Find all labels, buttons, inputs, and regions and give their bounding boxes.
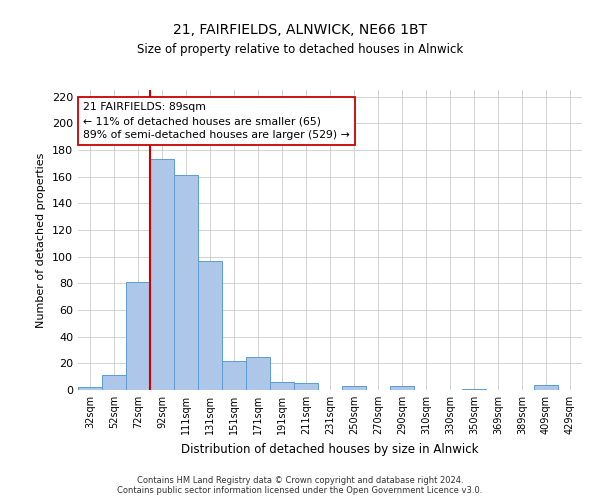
Bar [102,376,126,390]
X-axis label: Distribution of detached houses by size in Alnwick: Distribution of detached houses by size … [181,442,479,456]
Bar [222,360,246,390]
Bar [534,384,558,390]
Bar [246,356,270,390]
Bar [150,160,174,390]
Bar [390,386,414,390]
Text: 21 FAIRFIELDS: 89sqm
← 11% of detached houses are smaller (65)
89% of semi-detac: 21 FAIRFIELDS: 89sqm ← 11% of detached h… [83,102,350,140]
Text: 21, FAIRFIELDS, ALNWICK, NE66 1BT: 21, FAIRFIELDS, ALNWICK, NE66 1BT [173,22,427,36]
Bar [174,176,198,390]
Text: Size of property relative to detached houses in Alnwick: Size of property relative to detached ho… [137,42,463,56]
Bar [270,382,294,390]
Text: Contains public sector information licensed under the Open Government Licence v3: Contains public sector information licen… [118,486,482,495]
Bar [462,388,486,390]
Bar [126,282,150,390]
Y-axis label: Number of detached properties: Number of detached properties [37,152,46,328]
Bar [294,384,318,390]
Bar [342,386,366,390]
Bar [78,388,102,390]
Text: Contains HM Land Registry data © Crown copyright and database right 2024.: Contains HM Land Registry data © Crown c… [137,476,463,485]
Bar [198,260,222,390]
